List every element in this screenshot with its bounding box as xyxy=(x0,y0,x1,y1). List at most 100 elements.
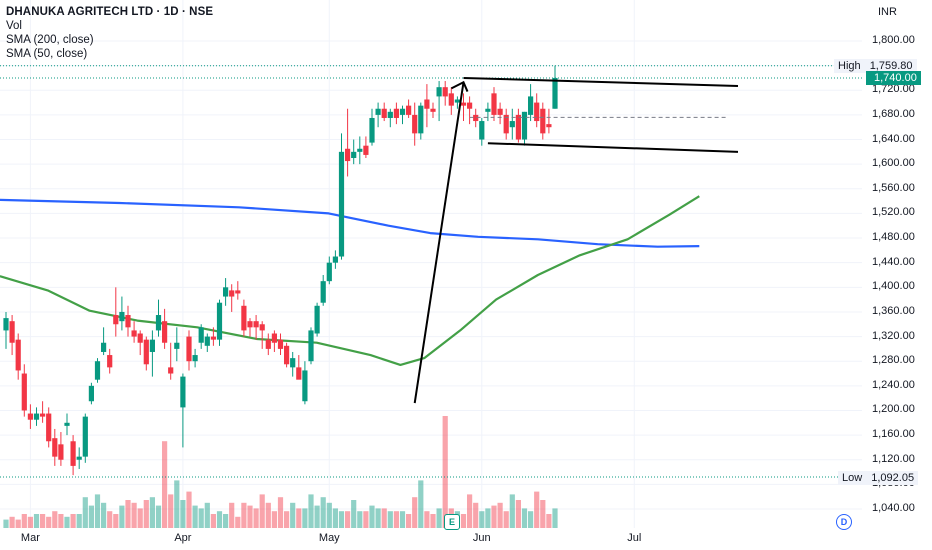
candle xyxy=(454,96,460,109)
volume-bar xyxy=(180,500,186,528)
candle-body xyxy=(521,111,528,140)
candle xyxy=(540,102,546,140)
candle-body xyxy=(302,370,308,402)
volume-bar xyxy=(3,519,9,528)
volume-bar xyxy=(52,511,58,528)
candle-body xyxy=(345,148,351,162)
candle xyxy=(247,318,253,337)
volume-bar xyxy=(399,511,406,528)
candle xyxy=(15,333,21,380)
candle xyxy=(52,428,58,466)
vol-label[interactable]: Vol xyxy=(6,20,22,32)
candle xyxy=(259,321,265,349)
low-tag: Low 1,092.05 xyxy=(838,471,919,485)
dividend-icon[interactable]: D xyxy=(836,514,852,530)
candle-body xyxy=(412,114,418,134)
candle-body xyxy=(528,96,534,115)
volume-bar xyxy=(125,500,131,528)
candle-body xyxy=(192,355,198,362)
high-label: High xyxy=(838,60,861,72)
candle xyxy=(418,102,424,140)
candle-body xyxy=(94,361,101,380)
y-tick-label: 1,720.00 xyxy=(872,83,915,96)
candle-body xyxy=(155,315,162,331)
candle-body xyxy=(15,339,21,371)
volume-bar xyxy=(357,511,363,528)
currency-label[interactable]: INR xyxy=(878,6,897,18)
volume-bar xyxy=(271,511,277,528)
candle xyxy=(528,84,534,122)
y-tick-label: 1,200.00 xyxy=(872,403,915,416)
y-tick-label: 1,440.00 xyxy=(872,255,915,268)
volume-bar xyxy=(320,497,326,528)
high-low-lines xyxy=(0,65,862,478)
volume-bar xyxy=(216,511,223,528)
candle-body xyxy=(326,262,332,282)
candle-body xyxy=(259,324,265,331)
candle-body xyxy=(113,315,119,325)
trend-drawings[interactable] xyxy=(413,76,739,404)
y-tick-label: 1,160.00 xyxy=(872,428,915,441)
volume-bar xyxy=(418,480,424,528)
candle-body xyxy=(479,121,485,140)
candle xyxy=(552,65,558,109)
candle-body xyxy=(33,413,40,420)
candle-body xyxy=(21,373,27,411)
volume-bar xyxy=(442,416,448,528)
candle xyxy=(369,108,375,146)
volume-bar xyxy=(491,505,497,528)
candle xyxy=(393,102,399,125)
volume-bar xyxy=(247,505,253,528)
candle-body xyxy=(375,108,381,115)
volume-bar xyxy=(387,511,393,528)
candle xyxy=(64,413,70,436)
candle xyxy=(271,330,277,352)
candle xyxy=(332,250,338,269)
volume-bar xyxy=(479,511,485,528)
candle xyxy=(94,358,101,383)
x-tick-label: Jun xyxy=(472,532,491,544)
volume-bar xyxy=(119,505,125,528)
y-tick-label: 1,520.00 xyxy=(872,206,915,219)
flag-lower-line xyxy=(487,142,739,153)
candle xyxy=(308,327,314,365)
volume-bar xyxy=(338,511,345,528)
candle xyxy=(155,299,162,337)
volume-bar xyxy=(515,500,521,528)
candle xyxy=(534,93,540,128)
candle-body xyxy=(107,355,113,368)
candle xyxy=(491,87,497,122)
volume-bar xyxy=(9,516,15,528)
earnings-event-icon[interactable]: E xyxy=(444,514,460,530)
volume-bar xyxy=(363,511,369,528)
candle xyxy=(223,278,229,306)
candle-body xyxy=(137,333,143,343)
candle xyxy=(497,102,503,125)
moving-averages xyxy=(0,195,700,366)
candle-body xyxy=(247,321,253,328)
candle xyxy=(113,287,119,337)
candle xyxy=(107,348,113,374)
sma50-label[interactable]: SMA (50, close) xyxy=(6,48,88,60)
volume-bar xyxy=(467,494,473,528)
volume-bar xyxy=(552,508,558,528)
volume-bar xyxy=(369,505,375,528)
candle xyxy=(27,404,33,429)
candle xyxy=(82,413,88,463)
volume-bar xyxy=(265,502,271,528)
sma200-label[interactable]: SMA (200, close) xyxy=(6,34,94,46)
volume-bar xyxy=(27,516,33,528)
volume-bar xyxy=(174,480,180,528)
candle xyxy=(424,84,430,128)
x-tick-label: Mar xyxy=(20,532,40,544)
candle-body xyxy=(509,121,515,128)
volume-bar xyxy=(21,514,27,528)
candle xyxy=(210,327,216,346)
candle xyxy=(3,311,9,349)
candle xyxy=(375,102,381,128)
volume-bar xyxy=(168,494,174,528)
candle-body xyxy=(497,108,503,115)
y-tick-label: 1,320.00 xyxy=(872,329,915,342)
symbol-title[interactable]: DHANUKA AGRITECH LTD · 1D · NSE xyxy=(6,6,214,18)
